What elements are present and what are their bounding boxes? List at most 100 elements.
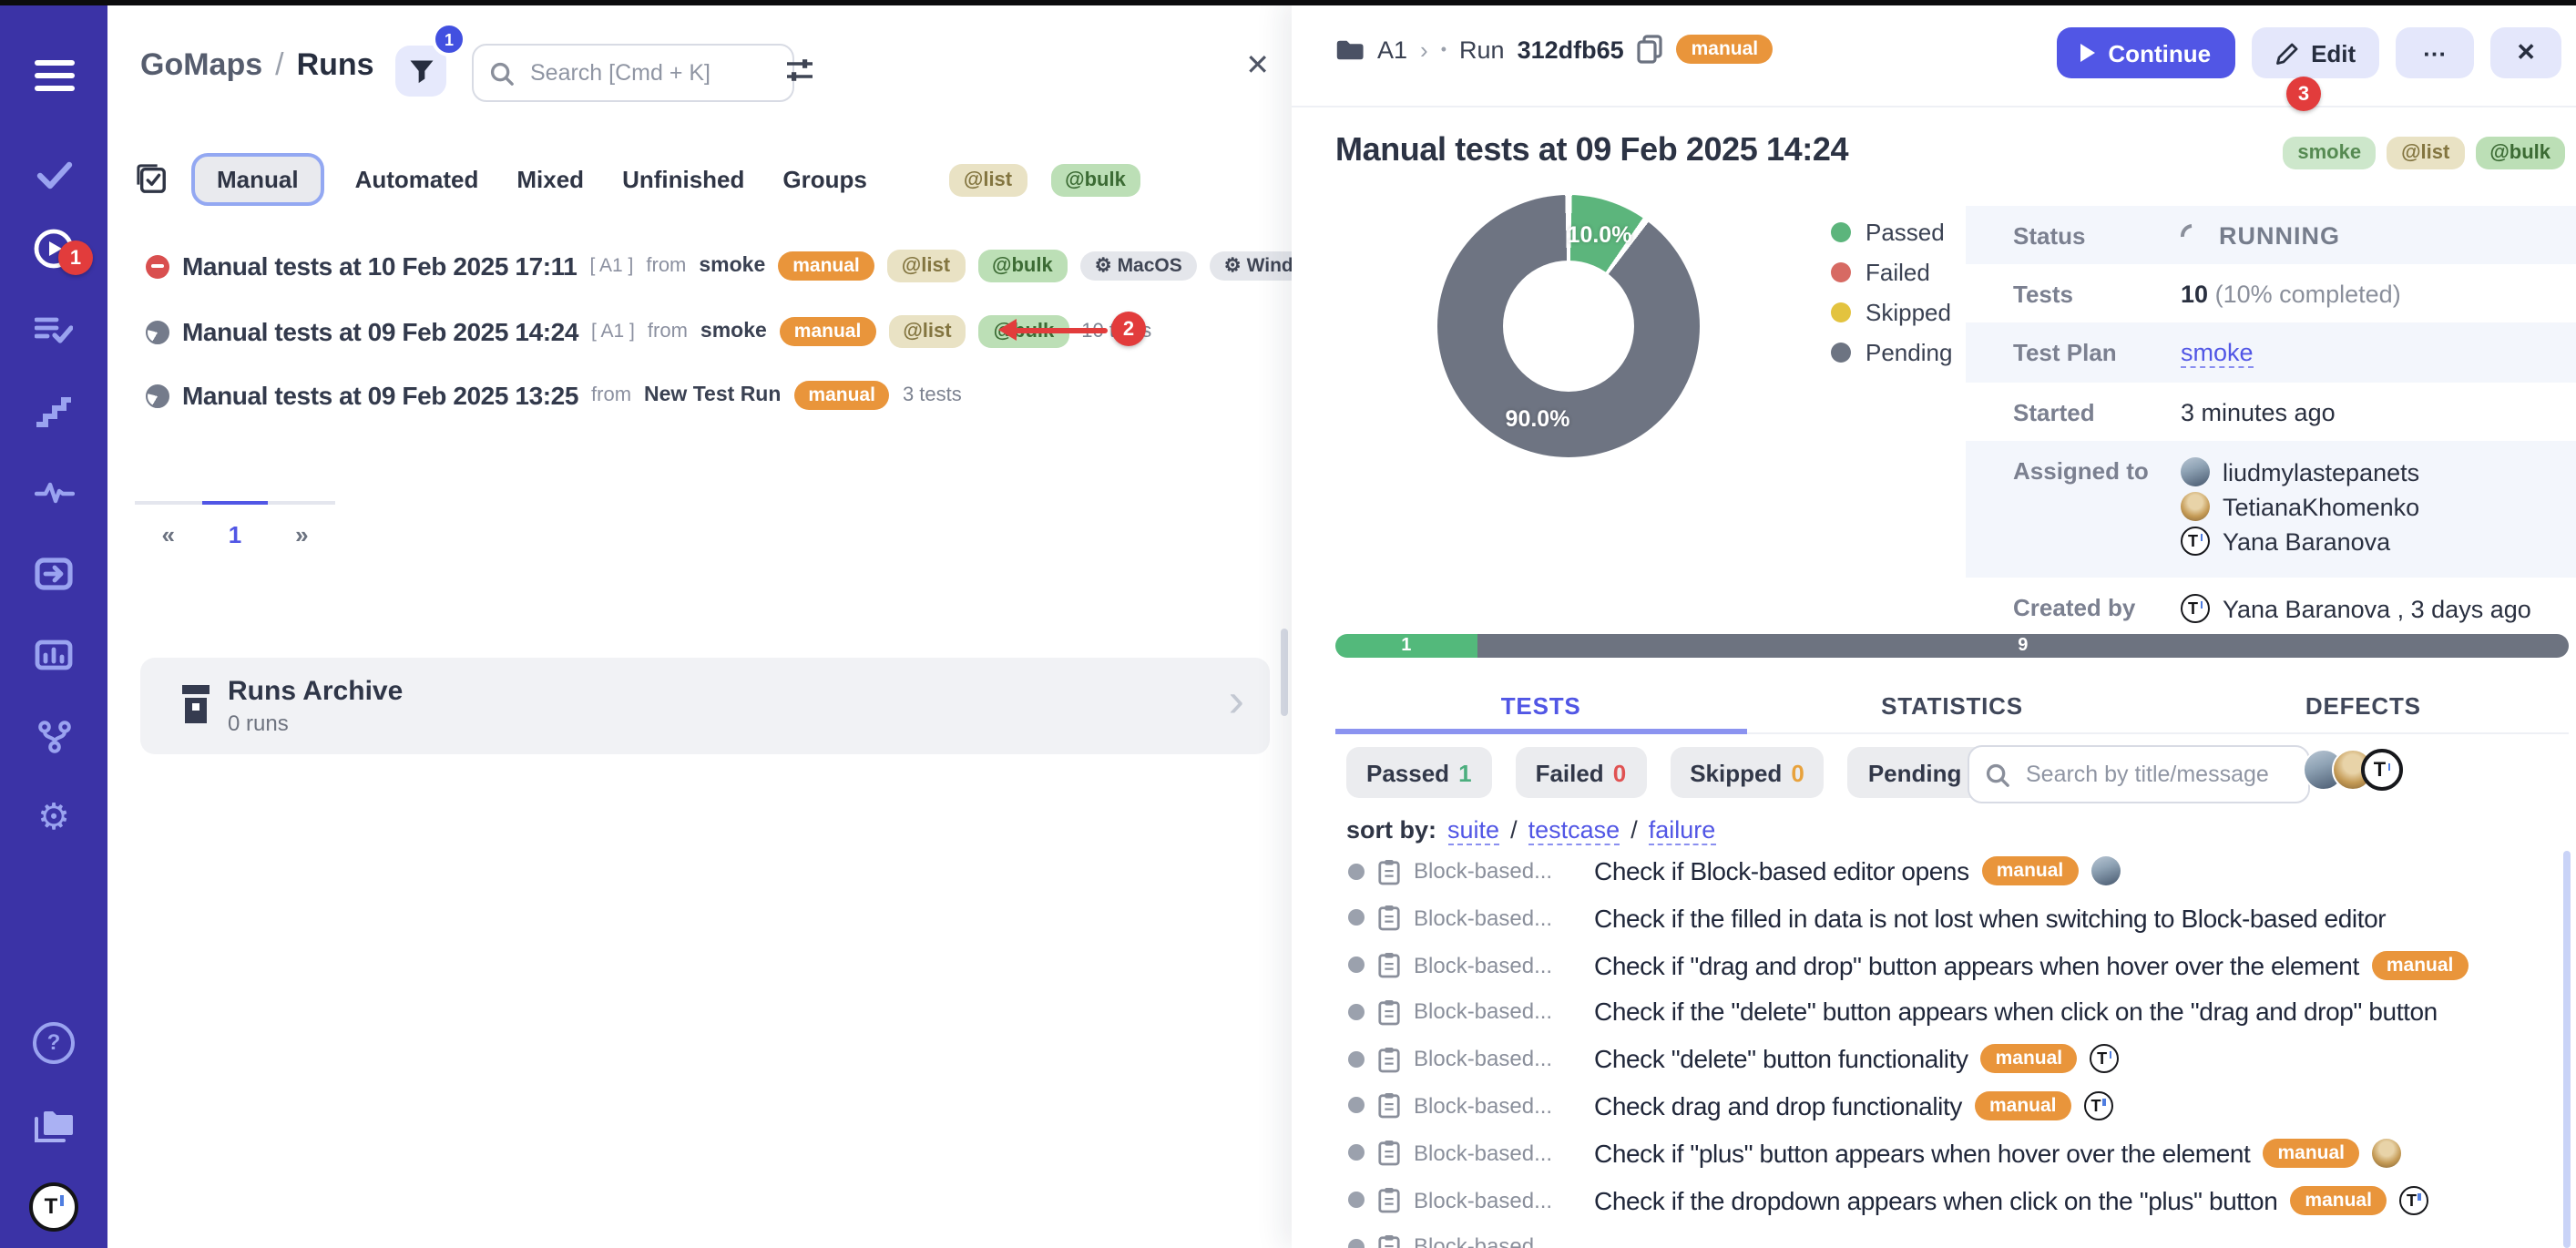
tab-tests[interactable]: TESTS: [1335, 678, 1746, 732]
pagination-page-1[interactable]: 1: [201, 501, 268, 548]
sidebar-item-reports[interactable]: [0, 632, 107, 676]
suite-name[interactable]: Block-based...: [1414, 999, 1581, 1025]
tests-search[interactable]: [1968, 745, 2310, 803]
tab-mixed[interactable]: Mixed: [509, 155, 591, 204]
suite-name[interactable]: Block-based...: [1414, 1234, 1581, 1248]
test-plan-link[interactable]: smoke: [2181, 339, 2254, 368]
user-avatar[interactable]: T: [0, 1184, 107, 1228]
suite-name[interactable]: Block-based...: [1414, 1046, 1581, 1071]
tab-unfinished[interactable]: Unfinished: [615, 155, 751, 204]
panel-close-button[interactable]: ✕: [1245, 47, 1270, 84]
test-title[interactable]: Check if Block-based editor opens: [1594, 856, 1969, 885]
sort-by-failure[interactable]: failure: [1649, 816, 1716, 845]
test-title[interactable]: Check if the filled in data is not lost …: [1594, 904, 2386, 933]
test-title[interactable]: Check if the dropdown appears when click…: [1594, 1185, 2277, 1214]
continue-button[interactable]: Continue: [2057, 27, 2234, 78]
summary-row-started: Started 3 minutes ago: [1966, 383, 2576, 441]
sidebar-item-milestones[interactable]: [0, 390, 107, 434]
sort-by-testcase[interactable]: testcase: [1528, 816, 1620, 845]
copy-icon[interactable]: [1637, 35, 1664, 64]
tab-defects[interactable]: DEFECTS: [2158, 678, 2569, 732]
tag-filter-bulk[interactable]: @bulk: [1050, 163, 1140, 196]
avatar-yana-baranova: T: [2181, 594, 2210, 623]
test-row[interactable]: Block-based... Check drag and drop funct…: [1348, 1086, 2558, 1126]
select-all-icon[interactable]: [137, 164, 168, 195]
runs-search[interactable]: [472, 44, 794, 102]
more-button[interactable]: ···: [2396, 27, 2474, 78]
sidebar-item-help[interactable]: ?: [0, 1020, 107, 1064]
pagination-prev[interactable]: «: [135, 501, 201, 548]
runs-archive-card[interactable]: Runs Archive 0 runs ›: [140, 658, 1270, 754]
created-by-value: TYana Baranova , 3 days ago: [2181, 594, 2531, 623]
left-scrollbar[interactable]: [1281, 629, 1288, 716]
annotation-2-line: [1013, 327, 1108, 332]
run-status-stopped-icon: [146, 254, 169, 278]
env-badge-windows: ⚙Windows: [1210, 251, 1293, 281]
runs-search-input[interactable]: [526, 58, 776, 87]
status-dot-icon: [1348, 1050, 1365, 1067]
pagination-next[interactable]: »: [269, 501, 335, 548]
test-row[interactable]: Block-based... Check if Block-based edit…: [1348, 851, 2558, 891]
progress-passed-segment: 1: [1335, 634, 1477, 658]
edit-button[interactable]: Edit: [2251, 27, 2379, 78]
suite-name[interactable]: Block-based...: [1414, 1141, 1581, 1166]
assignee-avatar-stack[interactable]: T: [2303, 749, 2403, 791]
breadcrumb-project[interactable]: GoMaps: [140, 47, 262, 84]
test-row[interactable]: Block-based...: [1348, 1227, 2558, 1248]
test-row[interactable]: Block-based... Check if the filled in da…: [1348, 898, 2558, 938]
test-title[interactable]: Check if the "delete" button appears whe…: [1594, 997, 2438, 1027]
suite-name[interactable]: Block-based...: [1414, 858, 1581, 884]
avatar-liudmylastepanets: [2181, 457, 2210, 486]
annotation-1: 1: [58, 240, 93, 275]
test-row[interactable]: Block-based... Check if "plus" button ap…: [1348, 1133, 2558, 1173]
suite-name[interactable]: Block-based...: [1414, 952, 1581, 977]
filter-passed[interactable]: Passed1: [1346, 747, 1492, 798]
sort-by-suite[interactable]: suite: [1447, 816, 1499, 845]
breadcrumb-suite[interactable]: A1: [1377, 36, 1407, 63]
run-row-3[interactable]: Manual tests at 09 Feb 2025 13:25 from N…: [146, 375, 1277, 415]
sidebar-item-test-cases[interactable]: [0, 153, 107, 197]
tag-filter-list[interactable]: @list: [949, 163, 1027, 196]
sidebar-item-activity[interactable]: [0, 470, 107, 514]
close-detail-button[interactable]: ✕: [2490, 27, 2561, 78]
test-title[interactable]: Check if "drag and drop" button appears …: [1594, 950, 2359, 979]
status-dot-icon: [1348, 1239, 1365, 1248]
tests-scrollbar[interactable]: [2563, 851, 2571, 1248]
status-dot-icon: [1348, 910, 1365, 926]
test-row[interactable]: Block-based... Check "delete" button fun…: [1348, 1038, 2558, 1079]
sidebar-item-settings[interactable]: ⚙: [0, 796, 107, 840]
suite-name[interactable]: Block-based...: [1414, 1187, 1581, 1212]
suite-name[interactable]: Block-based...: [1414, 1093, 1581, 1119]
tab-statistics[interactable]: STATISTICS: [1746, 678, 2157, 732]
sidebar-item-projects[interactable]: [0, 1104, 107, 1148]
manual-badge: manual: [780, 317, 876, 346]
assignee-avatar: T: [2399, 1185, 2428, 1214]
sidebar-item-shared-steps[interactable]: [0, 552, 107, 596]
assignee-row: TetianaKhomenko: [2181, 492, 2419, 521]
filter-skipped[interactable]: Skipped0: [1670, 747, 1825, 798]
test-title[interactable]: Check drag and drop functionality: [1594, 1091, 1962, 1120]
test-title[interactable]: Check if "plus" button appears when hove…: [1594, 1139, 2250, 1168]
run-title[interactable]: Manual tests at 10 Feb 2025 17:11: [182, 251, 578, 281]
legend-dot-skipped: [1831, 302, 1851, 322]
list-tag-badge: @list: [888, 315, 966, 348]
run-title[interactable]: Manual tests at 09 Feb 2025 14:24: [182, 317, 578, 346]
test-row[interactable]: Block-based... Check if "drag and drop" …: [1348, 945, 2558, 985]
filter-failed[interactable]: Failed0: [1516, 747, 1647, 798]
run-row-1[interactable]: Manual tests at 10 Feb 2025 17:11 [ A1 ]…: [146, 246, 1277, 286]
menu-button[interactable]: [0, 53, 107, 97]
tab-automated[interactable]: Automated: [348, 155, 486, 204]
suite-name[interactable]: Block-based...: [1414, 905, 1581, 931]
view-settings-button[interactable]: [785, 56, 814, 93]
tab-manual[interactable]: Manual: [191, 153, 324, 206]
tests-search-input[interactable]: [2022, 760, 2292, 789]
test-row[interactable]: Block-based... Check if the "delete" but…: [1348, 992, 2558, 1032]
tab-groups[interactable]: Groups: [775, 155, 874, 204]
test-title[interactable]: Check "delete" button functionality: [1594, 1044, 1968, 1073]
sidebar-item-test-plans[interactable]: [0, 308, 107, 352]
help-icon: ?: [33, 1021, 75, 1063]
sidebar-item-traceability[interactable]: [0, 714, 107, 758]
test-row[interactable]: Block-based... Check if the dropdown app…: [1348, 1180, 2558, 1220]
annotation-3: 3: [2286, 77, 2321, 111]
run-title[interactable]: Manual tests at 09 Feb 2025 13:25: [182, 381, 578, 410]
